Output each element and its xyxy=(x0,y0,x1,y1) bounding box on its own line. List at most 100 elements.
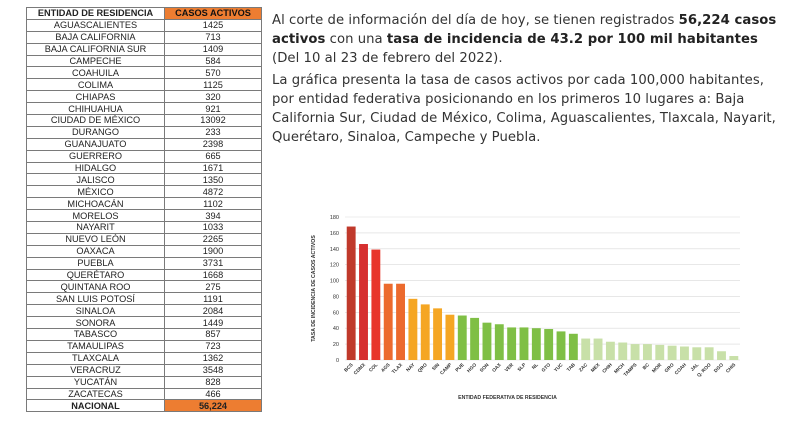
y-axis-title: TASA DE INCIDENCIA DE CASOS ACTIVOS xyxy=(311,235,317,342)
bar xyxy=(457,315,467,360)
y-tick-label: 40 xyxy=(333,326,339,332)
bar xyxy=(507,327,517,360)
active-cases-value: 3548 xyxy=(164,363,262,377)
table-row: CHIAPAS 320 xyxy=(26,90,262,104)
state-name: TAMAULIPAS xyxy=(26,339,165,353)
state-name: VERACRUZ xyxy=(26,363,165,377)
bar xyxy=(482,322,492,360)
state-name: CHIHUAHUA xyxy=(26,102,165,116)
active-cases-value: 1671 xyxy=(164,161,262,175)
state-name: OAXACA xyxy=(26,244,165,258)
state-name: GUANAJUATO xyxy=(26,137,165,151)
active-cases-value: 4872 xyxy=(164,185,262,199)
active-cases-value: 1362 xyxy=(164,351,262,365)
active-cases-value: 1668 xyxy=(164,268,262,282)
x-tick-label: NAY xyxy=(405,362,417,374)
summary-paragraph: Al corte de información del día de hoy, … xyxy=(272,11,777,68)
bar xyxy=(470,317,480,360)
x-tick-label: GTO xyxy=(541,362,553,374)
y-tick-label: 0 xyxy=(336,358,339,364)
y-tick-label: 180 xyxy=(330,215,339,221)
active-cases-value: 275 xyxy=(164,280,262,294)
table-row: GUANAJUATO 2398 xyxy=(26,137,262,151)
state-name: CIUDAD DE MÉXICO xyxy=(26,114,165,127)
x-tick-label: Q. ROO xyxy=(696,362,713,379)
bar xyxy=(420,304,430,360)
state-name: MÉXICO xyxy=(26,185,165,199)
x-tick-label: TAMPS xyxy=(623,362,639,378)
x-tick-label: OAX xyxy=(491,362,503,374)
table-row: MORELOS 394 xyxy=(26,209,262,223)
bar xyxy=(581,338,591,360)
summary-text-1: Al corte de información del día de hoy, … xyxy=(272,13,679,28)
table-header-row: ENTIDAD DE RESIDENCIA CASOS ACTIVOS xyxy=(26,7,262,20)
bar xyxy=(433,308,443,360)
active-cases-value: 1900 xyxy=(164,244,262,258)
state-name: COLIMA xyxy=(26,78,165,92)
state-name: MORELOS xyxy=(26,209,165,223)
active-cases-value: 320 xyxy=(164,90,262,104)
x-tick-label: TLAX xyxy=(391,362,405,376)
table-row: COAHUILA 570 xyxy=(26,66,262,80)
y-tick-label: 140 xyxy=(330,247,339,253)
table-row: TAMAULIPAS 723 xyxy=(26,339,262,353)
bar xyxy=(396,283,405,360)
y-tick-label: 80 xyxy=(333,294,339,300)
x-tick-label: JAL xyxy=(690,362,701,373)
table-row: YUCATÁN 828 xyxy=(26,375,262,389)
bar xyxy=(445,314,455,360)
x-tick-label: SON xyxy=(479,362,491,374)
state-name: SINALOA xyxy=(26,304,165,318)
summary-text-2: con una xyxy=(325,32,387,47)
state-name: YUCATÁN xyxy=(26,375,165,389)
x-axis-title: ENTIDAD FEDERATIVA DE RESIDENCIA xyxy=(458,395,557,401)
x-tick-label: VER xyxy=(504,362,516,374)
bar xyxy=(494,324,504,360)
state-name: MICHOACÁN xyxy=(26,197,165,211)
bar xyxy=(556,331,566,360)
x-tick-label: BCS xyxy=(343,362,355,374)
active-cases-value: 3731 xyxy=(164,256,262,270)
active-cases-value: 466 xyxy=(164,387,262,401)
x-tick-label: CHIS xyxy=(725,362,738,375)
y-tick-label: 20 xyxy=(333,342,339,348)
active-cases-value: 1425 xyxy=(164,18,262,32)
x-tick-label: YUC xyxy=(553,362,565,374)
state-name: JALISCO xyxy=(26,173,165,187)
state-name: TLAXCALA xyxy=(26,351,165,365)
total-value: 56,224 xyxy=(164,399,262,413)
active-cases-value: 857 xyxy=(164,328,262,341)
table-row: COLIMA 1125 xyxy=(26,78,262,92)
state-name: PUEBLA xyxy=(26,256,165,270)
table-row: HIDALGO 1671 xyxy=(26,161,262,175)
x-tick-label: QRO xyxy=(417,362,429,374)
y-tick-label: 120 xyxy=(330,263,339,269)
x-tick-label: BC xyxy=(642,362,652,372)
total-label: NACIONAL xyxy=(26,399,165,413)
x-tick-label: AGS xyxy=(380,362,392,374)
bar xyxy=(359,244,368,360)
state-name: NUEVO LEÓN xyxy=(26,232,165,246)
bar xyxy=(618,342,628,360)
chart-description-paragraph: La gráfica presenta la tasa de casos act… xyxy=(272,73,776,145)
table-row: BAJA CALIFORNIA SUR 1409 xyxy=(26,42,262,56)
table-row: CHIHUAHUA 921 xyxy=(26,102,262,116)
bar xyxy=(717,351,726,360)
state-name: DURANGO xyxy=(26,125,165,139)
bar xyxy=(704,347,714,360)
state-name: GUERRERO xyxy=(26,149,165,163)
state-name: ZACATECAS xyxy=(26,387,165,401)
x-tick-label: CHIH xyxy=(601,362,614,375)
table-row: AGUASCALIENTES 1425 xyxy=(26,18,262,32)
state-name: AGUASCALIENTES xyxy=(26,18,165,32)
bar xyxy=(519,327,529,360)
table-row: ZACATECAS 466 xyxy=(26,387,262,401)
table-row: BAJA CALIFORNIA 713 xyxy=(26,30,262,44)
bar xyxy=(630,344,640,360)
active-cases-value: 723 xyxy=(164,339,262,353)
y-tick-label: 160 xyxy=(330,231,339,237)
table-row: OAXACA 1900 xyxy=(26,244,262,258)
state-name: CAMPECHE xyxy=(26,54,165,68)
active-cases-value: 1033 xyxy=(164,221,262,234)
table-row: CIUDAD DE MÉXICO 13092 xyxy=(26,114,262,127)
